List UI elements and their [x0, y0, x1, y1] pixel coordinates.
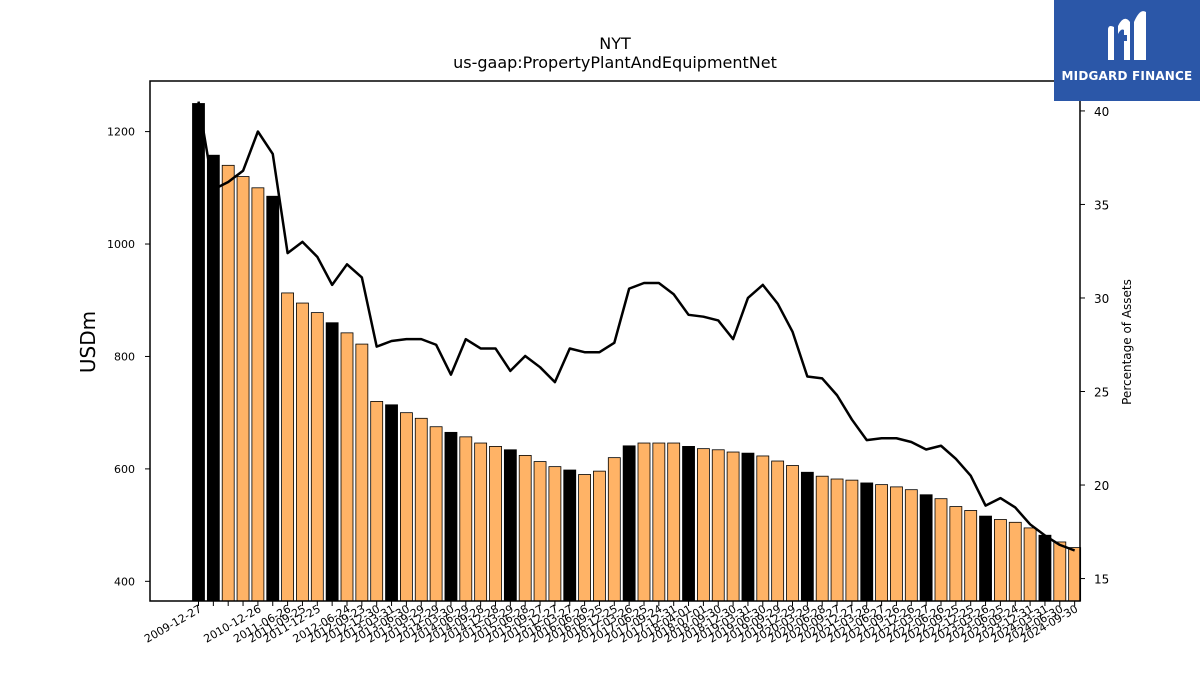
bar-2015-09-27 [533, 461, 547, 602]
bar-2012-06-24 [340, 332, 354, 602]
y2-axis-label: Percentage of Assets [1120, 279, 1134, 405]
y2-tick-label: 25 [1094, 386, 1109, 400]
y-tick-label: 1200 [107, 126, 135, 139]
bar-2011-06-26 [281, 292, 295, 602]
bar-2023-03-26 [979, 515, 992, 602]
y-tick-label: 1000 [107, 238, 135, 251]
bar-2013-09-29 [414, 417, 428, 602]
bar-2018-09-30 [711, 449, 725, 602]
bar-2024-06-30 [1053, 541, 1067, 602]
bar-2016-03-27 [563, 469, 577, 602]
bar-2022-09-25 [949, 506, 963, 602]
y2-tick-label: 15 [1094, 573, 1109, 587]
bar-2015-12-27 [548, 466, 562, 602]
percentage-line [197, 101, 1076, 552]
bar-2016-06-26 [578, 474, 591, 602]
bar-2011-12-25 [310, 312, 324, 602]
bar-2010-06-27 [221, 164, 235, 602]
bar-2021-06-27 [875, 484, 888, 602]
bar-2024-09-30 [1068, 547, 1082, 602]
bar-2012-03-25 [325, 322, 339, 602]
bar-2017-03-26 [622, 445, 636, 602]
axes-group: 400600800100012001520253035402009-12-272… [107, 80, 1109, 646]
bar-2014-06-29 [459, 436, 473, 602]
bar-2020-12-27 [845, 479, 859, 602]
bar-2022-03-27 [919, 494, 933, 602]
bar-2021-09-26 [890, 486, 903, 602]
y-axis-label: USDm [76, 311, 100, 373]
bar-2017-06-25 [637, 442, 651, 602]
chart-subtitle: us-gaap:PropertyPlantAndEquipmentNet [453, 53, 777, 72]
bar-2020-06-28 [815, 475, 829, 602]
bar-2010-03-28 [206, 154, 220, 602]
bar-2019-09-29 [771, 460, 785, 602]
y2-tick-label: 40 [1094, 105, 1109, 119]
y-tick-label: 600 [114, 463, 135, 476]
bar-2019-06-30 [756, 455, 770, 602]
plot-frame [149, 80, 1081, 602]
bar-2010-09-26 [236, 176, 250, 602]
bar-2022-12-25 [964, 510, 978, 602]
bar-2017-12-31 [667, 442, 681, 602]
bar-2019-12-29 [786, 465, 799, 602]
bar-2014-09-28 [474, 442, 488, 602]
x-tick-label: 2009-12-27 [142, 602, 204, 645]
bar-2010-12-26 [251, 187, 265, 602]
bar-2021-03-28 [860, 482, 874, 602]
bar-2018-12-30 [726, 451, 740, 602]
bar-2014-12-28 [489, 446, 502, 602]
bar-2014-03-30 [444, 431, 458, 602]
chart-title: NYT [599, 34, 631, 53]
bar-2013-03-31 [385, 404, 398, 602]
bar-2009-12-27 [192, 103, 205, 602]
bar-2011-09-25 [296, 302, 309, 602]
y-tick-label: 400 [114, 575, 135, 588]
logo-text: MIDGARD FINANCE [1061, 69, 1193, 83]
bar-2013-12-29 [429, 426, 443, 602]
bar-2015-03-29 [503, 449, 517, 602]
bar-2021-12-26 [904, 489, 918, 602]
bar-2013-06-30 [399, 412, 413, 602]
bar-2015-06-28 [518, 454, 532, 602]
line-group [197, 101, 1076, 552]
bar-2018-07-01 [697, 448, 710, 602]
bar-2019-03-31 [741, 452, 755, 602]
bar-2011-03-27 [266, 195, 280, 602]
bar-2020-09-27 [830, 478, 844, 602]
y2-tick-label: 35 [1094, 198, 1109, 212]
bar-2016-12-25 [607, 457, 621, 602]
bar-2023-12-31 [1023, 527, 1037, 602]
y-tick-label: 800 [114, 350, 135, 363]
logo-mark-icon [1108, 11, 1146, 60]
bar-2018-04-01 [682, 446, 695, 602]
bar-2020-03-29 [800, 471, 814, 602]
bar-2023-09-24 [1008, 521, 1022, 602]
bar-2012-12-30 [370, 401, 384, 602]
bar-2023-06-25 [994, 519, 1007, 602]
y2-tick-label: 30 [1094, 292, 1109, 306]
bar-2024-03-31 [1038, 534, 1052, 602]
bar-2012-09-23 [355, 343, 369, 602]
bar-2017-09-24 [652, 442, 666, 602]
bar-group [192, 103, 1082, 602]
y2-tick-label: 20 [1094, 479, 1109, 493]
bar-2022-06-26 [934, 498, 948, 602]
midgard-finance-logo: MIDGARD FINANCE [1054, 0, 1200, 101]
bar-2016-09-25 [593, 470, 606, 602]
